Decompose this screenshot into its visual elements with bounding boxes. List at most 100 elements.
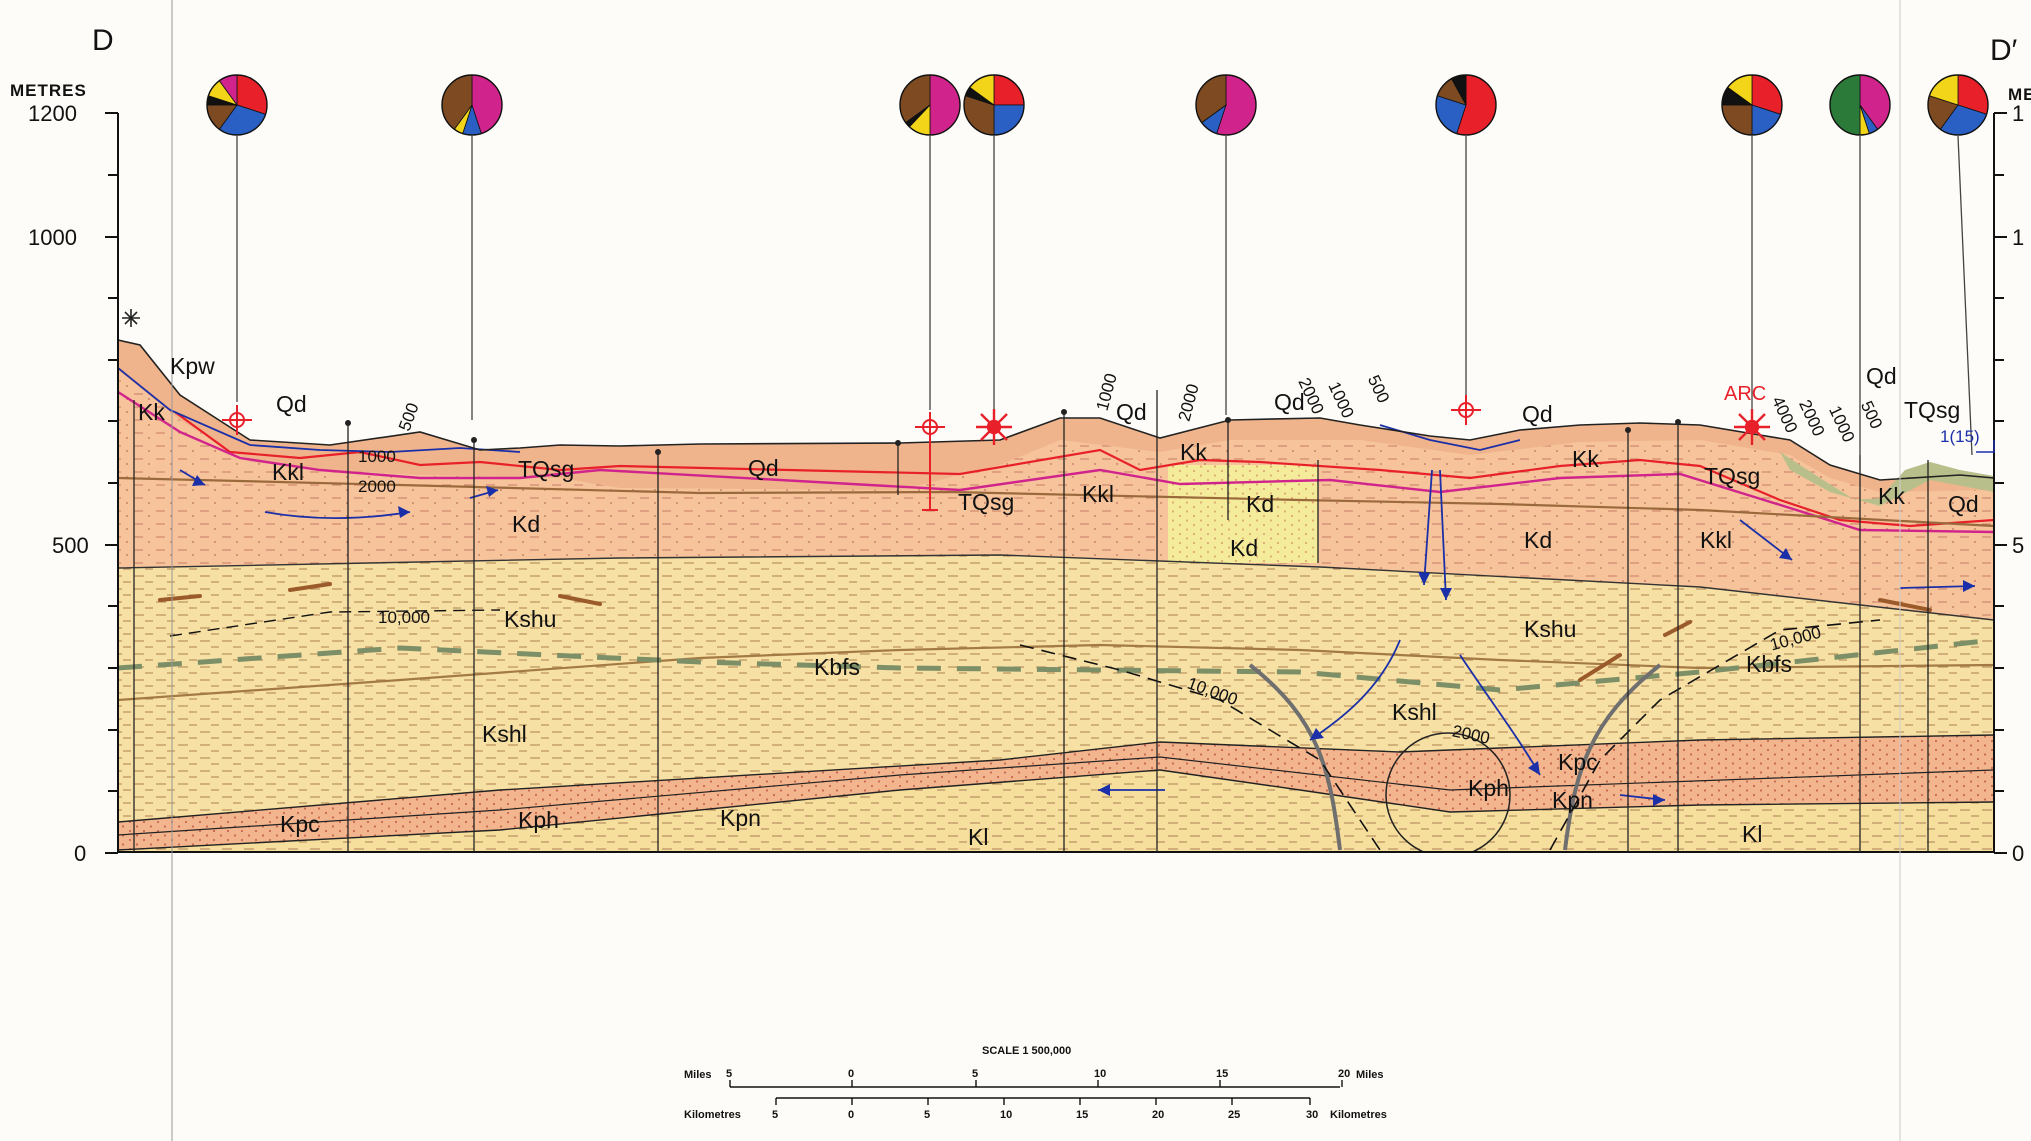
pie-outline [1195, 74, 1257, 136]
unit-label: Kph [518, 807, 559, 833]
unit-label: Kd [512, 511, 540, 537]
scale-title: SCALE 1 500,000 [982, 1045, 1071, 1057]
composition-pie [963, 74, 1025, 136]
spring-symbol [122, 309, 140, 327]
y-tick-1000: 1000 [28, 225, 77, 250]
contour-label: 2000 [1175, 382, 1203, 423]
unit-label: TQsg [1904, 397, 1960, 423]
composition-pie [899, 74, 961, 136]
scale-tick-label: 20 [1338, 1068, 1350, 1080]
pie-outline [1927, 74, 1989, 136]
unit-label: Qd [1274, 389, 1305, 415]
gas-well-symbol [1734, 409, 1770, 445]
unit-label: Kpn [1552, 787, 1593, 813]
scale-tick-label: 0 [848, 1109, 854, 1121]
unit-label: Kkl [1700, 527, 1732, 553]
well-markers [345, 409, 1681, 455]
scale-tick-label: 5 [726, 1068, 732, 1080]
composition-pie [1829, 74, 1891, 136]
unit-label: Kbfs [814, 654, 860, 680]
unit-label: TQsg [1704, 463, 1760, 489]
pie-outline [441, 74, 503, 136]
unit-label: Kd [1230, 535, 1258, 561]
y-axis-right [1993, 112, 2007, 854]
scale-tick-label: 5 [972, 1068, 978, 1080]
pie-leaders [236, 135, 1973, 456]
unit-label: Kbfs [1746, 651, 1792, 677]
right-tick-1200: 1 [2012, 101, 2024, 126]
scale-km-unit: Kilometres [1330, 1109, 1387, 1121]
scale-tick-label: 15 [1216, 1068, 1228, 1080]
contour-label: 500 [1364, 372, 1393, 406]
y-axis-left [105, 112, 119, 854]
composition-pie [1195, 74, 1257, 136]
pie-outline [1829, 74, 1891, 136]
composition-pie [1435, 74, 1497, 136]
pie-outline [963, 74, 1025, 136]
unit-label: Kk [1878, 483, 1905, 509]
ground-surface [117, 339, 1995, 481]
scale-tick-label: 0 [848, 1068, 854, 1080]
left-end-label: D [92, 24, 114, 57]
oil-well-symbol [222, 405, 252, 435]
contour-label: 10,000 [378, 608, 430, 627]
scale-tick-label: 10 [1094, 1068, 1106, 1080]
unit-label: Kkl [1082, 481, 1114, 507]
unit-labels: Kpw Kk Qd Kkl TQsg Kd Qd TQsg Kkl Qd Kk … [138, 353, 1979, 850]
scale-tick-label: 15 [1076, 1109, 1088, 1121]
contour-label: 2000 [1795, 397, 1828, 439]
scale-tick-label: 5 [772, 1109, 778, 1121]
pie-outline [1435, 74, 1497, 136]
pie-group [206, 74, 1989, 136]
contour-label: 2000 [358, 477, 396, 496]
unit-label: Kshl [482, 721, 527, 747]
right-tick-1000: 1 [2012, 225, 2024, 250]
unit-label: Kpc [1558, 749, 1598, 775]
pie-slice [929, 74, 961, 136]
unit-label: Kk [1180, 439, 1207, 465]
unit-label: Kshu [504, 606, 556, 632]
right-tick-500: 5 [2012, 533, 2024, 558]
unit-label: Kk [1572, 446, 1599, 472]
y-tick-1200: 1200 [28, 101, 77, 126]
well-lines [133, 0, 1929, 1141]
unit-label: Kph [1468, 775, 1509, 801]
unit-label: Kl [1742, 821, 1762, 847]
unit-label: Qd [1866, 363, 1897, 389]
unit-label: Qd [748, 455, 779, 481]
scale-tick-label: 20 [1152, 1109, 1164, 1121]
unit-label: TQsg [518, 456, 574, 482]
unit-label: Kd [1524, 527, 1552, 553]
right-end-label: D′ [1990, 34, 2018, 67]
contour-label: 1000 [1324, 379, 1357, 421]
geologic-section [118, 340, 1994, 853]
right-unit-fragment: ME [2008, 85, 2031, 104]
unit-label: Kpn [720, 805, 761, 831]
unit-label: Qd [1522, 401, 1553, 427]
scale-miles-unit: Miles [1356, 1069, 1384, 1081]
gas-well-symbol [976, 409, 1012, 445]
composition-pie [441, 74, 503, 136]
scale-bar: SCALE 1 500,000 Miles Miles Kilometres K… [684, 1045, 1387, 1121]
oil-well-symbol [915, 412, 945, 511]
pie-outline [1721, 74, 1783, 136]
unit-label: Kshl [1392, 699, 1437, 725]
unit-label: Qd [1948, 491, 1979, 517]
unit-label: Kl [968, 824, 988, 850]
unit-label: Kkl [272, 459, 304, 485]
unit-label: Kk [138, 399, 165, 425]
vertical-unit-label: METRES [10, 81, 87, 100]
scale-tick-label: 10 [1000, 1109, 1012, 1121]
scale-km-label: Kilometres [684, 1109, 741, 1121]
unit-label: Kshu [1524, 616, 1576, 642]
oil-well-symbol [1451, 395, 1481, 425]
composition-pie [1721, 74, 1783, 136]
flow-ref-label: 1(15) [1940, 427, 1980, 446]
y-tick-500: 500 [52, 533, 89, 558]
right-tick-0: 0 [2012, 841, 2024, 866]
scale-tick-label: 30 [1306, 1109, 1318, 1121]
arc-label: ARC [1724, 383, 1766, 405]
scale-tick-label: 25 [1228, 1109, 1240, 1121]
scale-tick-label: 5 [924, 1109, 930, 1121]
composition-pie [1927, 74, 1989, 136]
